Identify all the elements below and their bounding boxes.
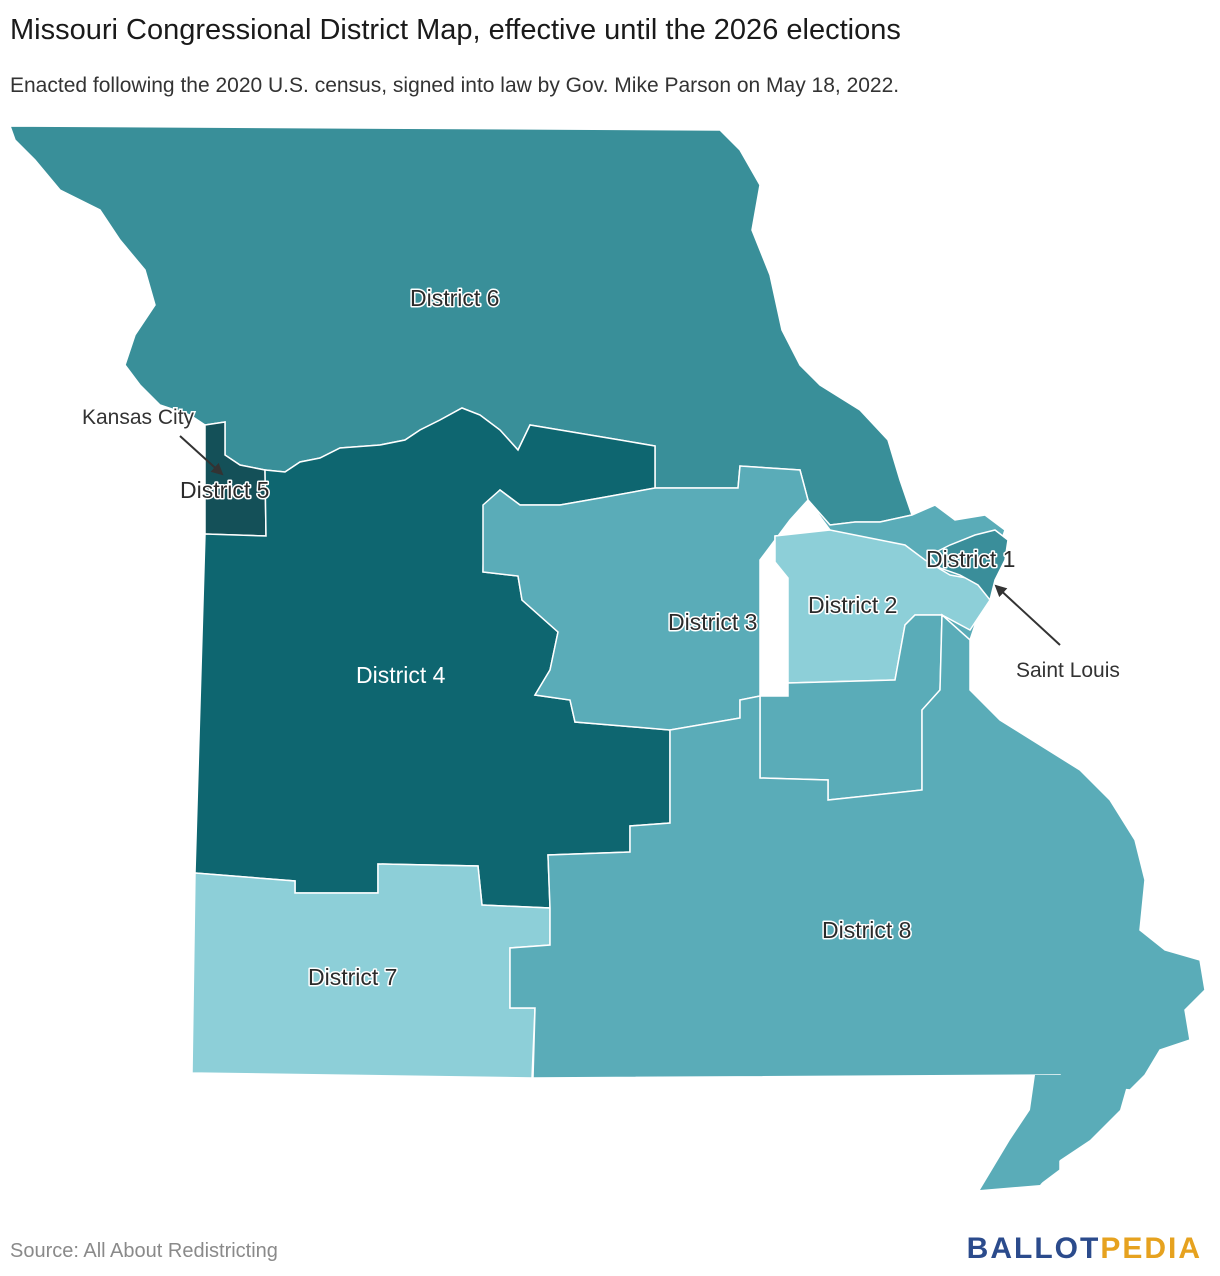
district-5-label: District 5 <box>180 477 269 503</box>
district-1-region[interactable] <box>928 529 1009 602</box>
kansas-city-label: Kansas City <box>82 406 195 429</box>
logo-part-ballot: BALLOT <box>966 1232 1101 1265</box>
map-title: Missouri Congressional District Map, eff… <box>10 14 901 46</box>
saint-louis-label: Saint Louis <box>1016 659 1120 682</box>
bootheel-region <box>980 1075 1130 1190</box>
map-subtitle: Enacted following the 2020 U.S. census, … <box>10 74 900 97</box>
saint-louis-arrow <box>994 584 1061 646</box>
ballotpedia-logo: BALLOTPEDIA <box>967 1232 1202 1266</box>
district-8-region[interactable] <box>509 613 1206 1191</box>
source-note: Source: All About Redistricting <box>10 1240 278 1262</box>
district-8-label: District 8 <box>822 917 911 943</box>
district-3-label: District 3 <box>668 609 757 635</box>
kansas-city-arrow <box>179 435 224 476</box>
district-6-label: District 6 <box>410 285 499 311</box>
district-2-label: District 2 <box>808 592 897 618</box>
district-4-label: District 4 <box>356 662 446 688</box>
district-1-label: District 1 <box>926 546 1015 572</box>
district-2-region[interactable] <box>774 529 991 684</box>
district-7-label: District 7 <box>308 964 397 990</box>
logo-part-pedia: PEDIA <box>1100 1232 1202 1265</box>
